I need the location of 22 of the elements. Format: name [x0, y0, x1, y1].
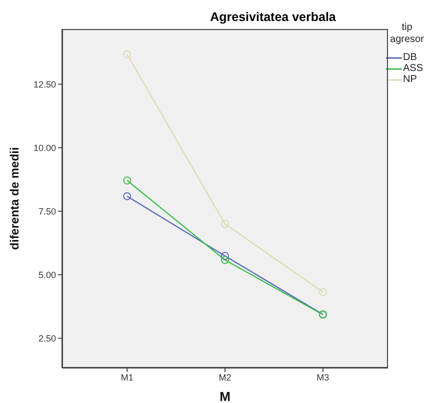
x-axis-title: M — [220, 389, 230, 403]
point — [123, 192, 132, 200]
legend-label: NP — [403, 74, 417, 85]
y-axis-title: diferenta de medii — [7, 147, 22, 250]
y-tick-label: 7.50 — [38, 206, 56, 216]
point — [221, 256, 229, 264]
point — [318, 288, 327, 296]
y-tick-label: 2.50 — [38, 333, 56, 344]
point — [221, 220, 229, 228]
x-tick-label: M2 — [218, 372, 232, 382]
chart-title: Agresivitatea verbala — [209, 10, 337, 24]
legend-label: DB — [403, 52, 417, 63]
y-tick-label: 5.00 — [38, 270, 56, 280]
x-tick-label: M1 — [120, 372, 134, 382]
legend-title: tip agresor — [389, 22, 425, 46]
y-tick-label: 10.00 — [33, 142, 56, 153]
legend-label: ASS — [403, 63, 424, 74]
x-tick-label: M3 — [316, 372, 330, 382]
y-tick-label: 12.50 — [33, 79, 56, 90]
point — [123, 50, 132, 58]
point — [221, 252, 229, 260]
point — [123, 176, 132, 184]
